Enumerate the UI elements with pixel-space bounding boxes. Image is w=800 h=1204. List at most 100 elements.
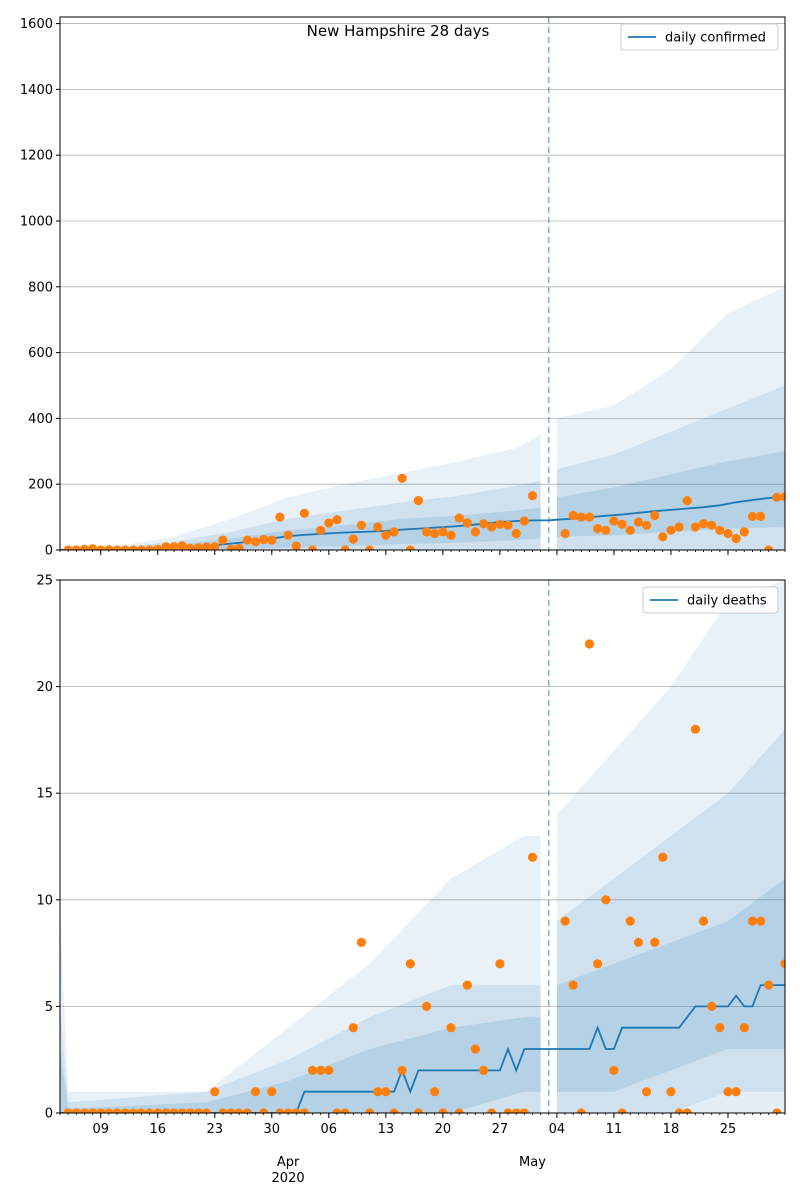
- deaths-ytick-label: 10: [36, 893, 53, 908]
- confirmed-point: [772, 492, 782, 502]
- confirmed-point: [348, 534, 358, 544]
- confirmed-band-0-0: [60, 434, 541, 550]
- confirmed-point: [739, 527, 749, 537]
- confirmed-point: [88, 544, 98, 550]
- confirmed-point: [397, 473, 407, 483]
- deaths-point: [145, 1108, 155, 1113]
- confirmed-point: [780, 492, 785, 502]
- deaths-point: [332, 1108, 342, 1113]
- deaths-band-1-1: [556, 729, 785, 1113]
- confirmed-point: [413, 496, 423, 506]
- deaths-point: [633, 937, 644, 948]
- confirmed-point: [324, 518, 334, 528]
- xtick-label: 11: [606, 1122, 623, 1137]
- xtick-label: 18: [663, 1122, 680, 1137]
- deaths-point: [519, 1108, 529, 1113]
- deaths-point: [112, 1108, 122, 1113]
- confirmed-point: [136, 545, 147, 550]
- confirmed-panel: New Hampshire 28 days 0 200 400 600 800 1000 1…: [20, 16, 786, 559]
- confirmed-band-0-1: [556, 286, 785, 550]
- deaths-point: [234, 1108, 244, 1113]
- confirmed-point: [633, 517, 644, 527]
- confirmed-point: [242, 535, 252, 545]
- xtick-label: 25: [720, 1122, 737, 1137]
- deaths-point: [576, 1108, 586, 1113]
- deaths-ytick-label: 20: [36, 680, 53, 695]
- confirmed-point: [747, 511, 758, 521]
- confirmed-point: [79, 544, 89, 550]
- confirmed-ytick-label: 1000: [20, 214, 53, 229]
- month-label: May: [519, 1155, 546, 1170]
- confirmed-point: [503, 520, 513, 530]
- confirmed-point: [584, 512, 595, 522]
- confirmed-point: [682, 496, 692, 506]
- xtick-label: 16: [149, 1122, 166, 1137]
- confirmed-point: [389, 527, 399, 537]
- confirmed-point: [218, 535, 228, 545]
- deaths-point: [267, 1087, 277, 1097]
- deaths-band-2-0: [60, 1017, 541, 1113]
- deaths-point: [202, 1108, 212, 1113]
- deaths-point: [568, 980, 578, 990]
- confirmed-point: [617, 519, 627, 529]
- deaths-point: [527, 852, 538, 862]
- deaths-point: [71, 1108, 81, 1113]
- confirmed-point: [625, 525, 635, 535]
- xtick-label: 06: [321, 1122, 338, 1137]
- deaths-point: [503, 1108, 513, 1113]
- confirmed-legend-box: [620, 23, 779, 51]
- deaths-point: [348, 1023, 358, 1033]
- deaths-point: [674, 1108, 684, 1113]
- confirmed-point: [601, 525, 611, 535]
- deaths-legend: daily deaths: [642, 586, 779, 614]
- confirmed-point: [568, 510, 578, 521]
- deaths-point: [104, 1108, 114, 1113]
- confirmed-point: [259, 534, 269, 545]
- deaths-point: [625, 916, 635, 926]
- deaths-point: [682, 1108, 692, 1113]
- deaths-point: [641, 1087, 652, 1097]
- deaths-point: [584, 639, 595, 649]
- confirmed-point: [519, 516, 529, 526]
- confirmed-point: [560, 528, 570, 539]
- confirmed-point: [674, 522, 684, 532]
- confirmed-legend: daily confirmed: [620, 23, 779, 51]
- deaths-ytick-label: 25: [36, 574, 53, 589]
- deaths-point: [446, 1023, 456, 1033]
- deaths-legend-box: [642, 586, 779, 614]
- deaths-point: [218, 1108, 228, 1113]
- deaths-point: [495, 959, 505, 969]
- confirmed-axes-frame: [59, 16, 786, 551]
- deaths-point: [756, 916, 766, 926]
- deaths-point: [511, 1108, 521, 1113]
- deaths-point: [405, 959, 415, 969]
- confirmed-point: [527, 491, 538, 501]
- deaths-point: [226, 1108, 236, 1113]
- deaths-point: [210, 1087, 220, 1097]
- chart-title: New Hampshire 28 days: [307, 22, 490, 40]
- confirmed-point: [63, 545, 73, 550]
- deaths-point: [356, 937, 366, 948]
- deaths-point: [307, 1065, 318, 1075]
- confirmed-point: [185, 543, 195, 550]
- confirmed-point: [690, 522, 701, 532]
- confirmed-point: [169, 542, 179, 550]
- deaths-point: [250, 1087, 261, 1097]
- confirmed-point: [153, 544, 163, 550]
- deaths-point: [772, 1108, 782, 1113]
- deaths-point: [397, 1065, 407, 1075]
- deaths-point: [193, 1108, 204, 1113]
- confirmed-point: [373, 522, 383, 532]
- confirmed-band-2-0: [60, 507, 541, 550]
- confirmed-point: [731, 533, 741, 544]
- deaths-point: [316, 1065, 326, 1075]
- confirmed-point: [430, 528, 440, 539]
- confirmed-ytick-label: 800: [28, 280, 53, 295]
- confirmed-point: [128, 545, 138, 550]
- deaths-band-0-0: [60, 835, 541, 1113]
- deaths-point: [560, 916, 570, 926]
- confirmed-point: [161, 542, 171, 550]
- confirmed-ytick-label: 0: [45, 544, 53, 559]
